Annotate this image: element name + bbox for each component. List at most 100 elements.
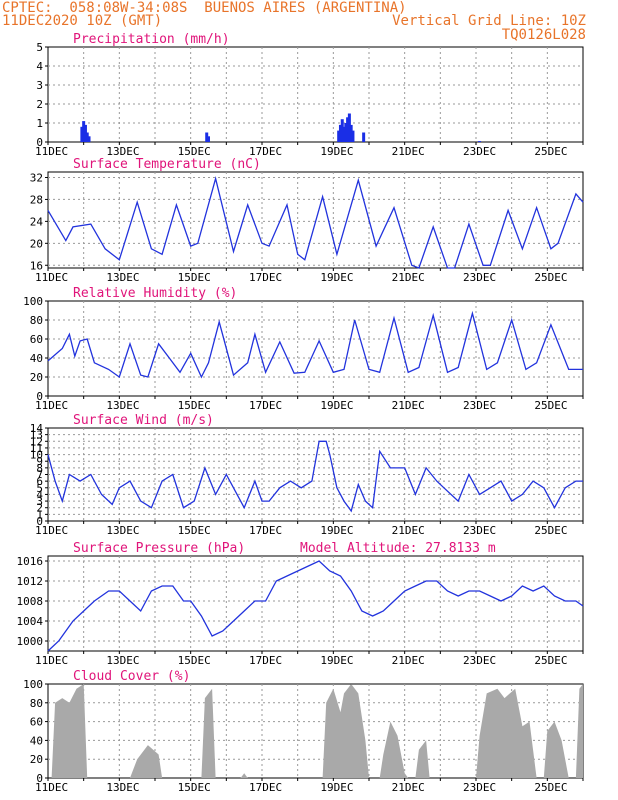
y-tick-label: 14 bbox=[30, 422, 44, 435]
y-tick-label: 9 bbox=[36, 455, 43, 468]
y-tick-label: 20 bbox=[30, 753, 43, 766]
y-tick-label: 3 bbox=[36, 495, 43, 508]
panel-rh: 11DEC 13DEC 15DEC 17DEC 19DEC 21DEC 23DEC 25DEC… bbox=[23, 286, 584, 412]
panel-title: Surface Wind (m/s) bbox=[73, 413, 214, 428]
x-tick-label: 25DEC bbox=[534, 524, 567, 537]
cloud-area bbox=[48, 684, 583, 778]
y-tick-label: 0 bbox=[36, 772, 43, 785]
x-tick-label: 23DEC bbox=[463, 524, 496, 537]
y-tick-label: 20 bbox=[30, 237, 43, 250]
y-tick-label: 0 bbox=[36, 390, 43, 403]
series-line-rh bbox=[47, 310, 583, 379]
x-tick-label: 21DEC bbox=[392, 781, 425, 794]
x-tick-label: 11DEC bbox=[35, 524, 68, 537]
precip-bar bbox=[82, 121, 86, 142]
precip-bar bbox=[478, 141, 482, 142]
y-tick-label: 0 bbox=[36, 515, 43, 528]
precip-bar bbox=[83, 124, 87, 142]
series-line-wind bbox=[47, 440, 583, 513]
series-line-temp bbox=[47, 176, 584, 269]
precip-bar bbox=[207, 136, 210, 142]
y-tick-label: 80 bbox=[30, 697, 43, 710]
y-tick-label: 1004 bbox=[17, 615, 44, 628]
x-tick-label: 13DEC bbox=[106, 145, 139, 158]
x-tick-label: 21DEC bbox=[392, 145, 425, 158]
y-tick-label: 16 bbox=[30, 259, 43, 272]
x-tick-label: 21DEC bbox=[392, 271, 425, 284]
x-tick-label: 25DEC bbox=[534, 654, 567, 667]
precip-bar bbox=[205, 132, 209, 142]
x-tick-label: 11DEC bbox=[35, 399, 68, 412]
precip-bar bbox=[344, 123, 348, 142]
x-tick-label: 17DEC bbox=[249, 781, 282, 794]
y-tick-label: 1012 bbox=[17, 575, 44, 588]
x-tick-label: 19DEC bbox=[320, 145, 353, 158]
y-tick-label: 1000 bbox=[17, 635, 44, 648]
panel-title: Precipitation (mm/h) bbox=[73, 32, 230, 47]
y-tick-label: 10 bbox=[30, 449, 43, 462]
y-tick-label: 0 bbox=[36, 136, 43, 149]
y-tick-label: 1 bbox=[36, 117, 43, 130]
x-tick-label: 21DEC bbox=[392, 654, 425, 667]
x-tick-label: 19DEC bbox=[320, 271, 353, 284]
y-tick-label: 6 bbox=[36, 475, 43, 488]
x-tick-label: 23DEC bbox=[463, 399, 496, 412]
precip-bar bbox=[337, 130, 341, 142]
panel-frame bbox=[47, 555, 584, 652]
y-tick-label: 8 bbox=[36, 462, 43, 475]
precip-bar bbox=[85, 132, 89, 142]
x-tick-label: 19DEC bbox=[320, 524, 353, 537]
x-tick-label: 21DEC bbox=[392, 524, 425, 537]
panel-frame bbox=[47, 300, 584, 397]
x-tick-label: 17DEC bbox=[249, 654, 282, 667]
y-tick-label: 20 bbox=[30, 371, 43, 384]
precip-bar bbox=[338, 124, 342, 142]
x-tick-label: 17DEC bbox=[249, 145, 282, 158]
y-tick-label: 5 bbox=[36, 41, 43, 54]
x-tick-label: 11DEC bbox=[35, 654, 68, 667]
precip-bar bbox=[347, 113, 351, 142]
y-tick-label: 7 bbox=[36, 469, 43, 482]
x-tick-label: 23DEC bbox=[463, 781, 496, 794]
x-tick-label: 15DEC bbox=[178, 145, 211, 158]
x-tick-label: 19DEC bbox=[320, 399, 353, 412]
panel-title: Relative Humidity (%) bbox=[73, 286, 237, 301]
x-tick-label: 13DEC bbox=[106, 399, 139, 412]
panel-wind: 11DEC 13DEC 15DEC 17DEC 19DEC 21DEC 23DEC 25DEC… bbox=[30, 413, 584, 537]
y-tick-label: 100 bbox=[23, 678, 43, 691]
header-model-code: TQ0126L028 bbox=[501, 27, 586, 43]
x-tick-label: 15DEC bbox=[178, 781, 211, 794]
panel-precip: 11DEC 13DEC 15DEC 17DEC 19DEC 21DEC 23DEC 25DEC… bbox=[35, 32, 584, 158]
y-tick-label: 3 bbox=[36, 79, 43, 92]
precip-bar bbox=[340, 119, 344, 142]
y-tick-label: 60 bbox=[30, 333, 43, 346]
x-tick-label: 19DEC bbox=[320, 654, 353, 667]
x-tick-label: 13DEC bbox=[106, 654, 139, 667]
x-tick-label: 11DEC bbox=[35, 145, 68, 158]
precip-bar bbox=[342, 126, 346, 142]
y-tick-label: 4 bbox=[36, 60, 43, 73]
y-tick-label: 13 bbox=[30, 429, 43, 442]
panel-title: Surface Pressure (hPa) bbox=[73, 541, 245, 556]
header-grid-note: Vertical Grid Line: 10Z bbox=[392, 13, 586, 29]
x-tick-label: 15DEC bbox=[178, 271, 211, 284]
y-tick-label: 12 bbox=[30, 435, 43, 448]
precip-bar bbox=[87, 136, 91, 142]
x-tick-label: 23DEC bbox=[463, 145, 496, 158]
x-tick-label: 23DEC bbox=[463, 271, 496, 284]
y-tick-label: 2 bbox=[36, 98, 43, 111]
x-tick-label: 25DEC bbox=[534, 781, 567, 794]
x-tick-label: 13DEC bbox=[106, 781, 139, 794]
y-tick-label: 100 bbox=[23, 295, 43, 308]
x-tick-label: 23DEC bbox=[463, 654, 496, 667]
precip-bar bbox=[349, 124, 353, 142]
y-tick-label: 24 bbox=[30, 215, 44, 228]
precip-bar bbox=[80, 126, 84, 142]
y-tick-label: 2 bbox=[36, 502, 43, 515]
panel-cloud: 11DEC 13DEC 15DEC 17DEC 19DEC 21DEC 23DEC 25DEC… bbox=[23, 669, 584, 794]
x-tick-label: 15DEC bbox=[178, 654, 211, 667]
x-tick-label: 17DEC bbox=[249, 524, 282, 537]
precip-bar bbox=[351, 130, 355, 142]
x-tick-label: 11DEC bbox=[35, 271, 68, 284]
x-tick-label: 17DEC bbox=[249, 399, 282, 412]
